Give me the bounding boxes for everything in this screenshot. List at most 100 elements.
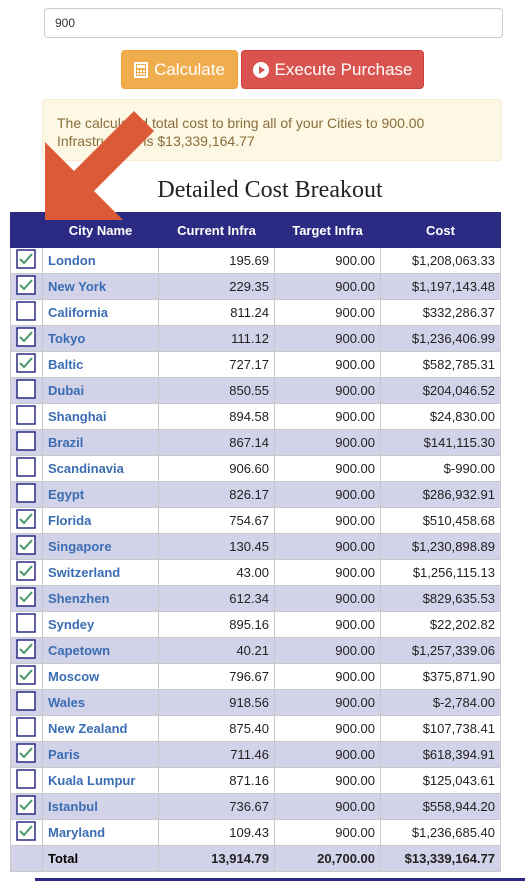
checkbox[interactable] xyxy=(16,639,36,662)
cost: $558,944.20 xyxy=(380,793,501,820)
checkbox-cell xyxy=(10,793,43,820)
checkbox-cell xyxy=(10,533,43,560)
checkbox-cell xyxy=(10,429,43,456)
empty-cell xyxy=(10,845,43,872)
city-link[interactable]: Singapore xyxy=(42,533,159,560)
infra-input[interactable]: 900 xyxy=(44,8,503,38)
checkbox-cell xyxy=(10,299,43,326)
cost: $141,115.30 xyxy=(380,429,501,456)
cost: $125,043.61 xyxy=(380,767,501,794)
table-row: Kuala Lumpur 871.16 900.00 $125,043.61 xyxy=(10,767,501,794)
target-infra: 900.00 xyxy=(274,715,381,742)
checkbox-cell xyxy=(10,819,43,846)
table-row: Shenzhen 612.34 900.00 $829,635.53 xyxy=(10,585,501,612)
current-infra: 918.56 xyxy=(158,689,275,716)
table-row: Egypt 826.17 900.00 $286,932.91 xyxy=(10,481,501,508)
table-row: Baltic 727.17 900.00 $582,785.31 xyxy=(10,351,501,378)
total-current: 13,914.79 xyxy=(158,845,275,872)
city-link[interactable]: Shenzhen xyxy=(42,585,159,612)
city-link[interactable]: Moscow xyxy=(42,663,159,690)
checkbox[interactable] xyxy=(16,769,36,792)
city-link[interactable]: Baltic xyxy=(42,351,159,378)
cost: $107,738.41 xyxy=(380,715,501,742)
target-infra: 900.00 xyxy=(274,585,381,612)
table-row: Syndey 895.16 900.00 $22,202.82 xyxy=(10,611,501,638)
city-link[interactable]: New Zealand xyxy=(42,715,159,742)
checkbox[interactable] xyxy=(16,353,36,376)
checkbox-cell xyxy=(10,273,43,300)
total-label: Total xyxy=(42,845,159,872)
checkbox[interactable] xyxy=(16,483,36,506)
current-infra: 711.46 xyxy=(158,741,275,768)
bottom-rule xyxy=(35,878,525,881)
cost-table: City Name Current Infra Target Infra Cost L… xyxy=(10,212,501,872)
target-infra: 900.00 xyxy=(274,351,381,378)
checkbox[interactable] xyxy=(16,613,36,636)
city-link[interactable]: Florida xyxy=(42,507,159,534)
checkbox[interactable] xyxy=(16,535,36,558)
city-link[interactable]: Wales xyxy=(42,689,159,716)
header-cell: Current Infra xyxy=(158,212,275,248)
current-infra: 727.17 xyxy=(158,351,275,378)
checkbox[interactable] xyxy=(16,249,36,272)
cost: $1,256,115.13 xyxy=(380,559,501,586)
city-link[interactable]: Scandinavia xyxy=(42,455,159,482)
table-row: Dubai 850.55 900.00 $204,046.52 xyxy=(10,377,501,404)
city-link[interactable]: Kuala Lumpur xyxy=(42,767,159,794)
checkbox-cell xyxy=(10,559,43,586)
table-row: Istanbul 736.67 900.00 $558,944.20 xyxy=(10,793,501,820)
cost: $1,197,143.48 xyxy=(380,273,501,300)
city-link[interactable]: Shanghai xyxy=(42,403,159,430)
purchase-button[interactable]: Execute Purchase xyxy=(241,50,424,89)
current-infra: 43.00 xyxy=(158,559,275,586)
checkbox-cell xyxy=(10,767,43,794)
city-link[interactable]: Istanbul xyxy=(42,793,159,820)
checkbox[interactable] xyxy=(16,665,36,688)
checkbox[interactable] xyxy=(16,431,36,454)
cost: $286,932.91 xyxy=(380,481,501,508)
city-link[interactable]: Brazil xyxy=(42,429,159,456)
current-infra: 826.17 xyxy=(158,481,275,508)
annotation-arrow xyxy=(45,111,154,220)
button-label: Calculate xyxy=(154,59,225,79)
checkbox[interactable] xyxy=(16,587,36,610)
checkbox-cell xyxy=(10,715,43,742)
target-infra: 900.00 xyxy=(274,377,381,404)
city-link[interactable]: Tokyo xyxy=(42,325,159,352)
target-infra: 900.00 xyxy=(274,247,381,274)
heading: Detailed Cost Breakout xyxy=(157,177,383,203)
checkbox-cell xyxy=(10,507,43,534)
checkbox[interactable] xyxy=(16,301,36,324)
city-link[interactable]: Egypt xyxy=(42,481,159,508)
checkbox[interactable] xyxy=(16,795,36,818)
checkbox[interactable] xyxy=(16,821,36,844)
target-infra: 900.00 xyxy=(274,325,381,352)
checkbox[interactable] xyxy=(16,691,36,714)
checkbox[interactable] xyxy=(16,561,36,584)
checkbox[interactable] xyxy=(16,405,36,428)
city-link[interactable]: New York xyxy=(42,273,159,300)
button-label: Execute Purchase xyxy=(274,59,413,79)
checkbox-cell xyxy=(10,689,43,716)
table-row: Shanghai 894.58 900.00 $24,830.00 xyxy=(10,403,501,430)
table-row: London 195.69 900.00 $1,208,063.33 xyxy=(10,247,501,274)
cost: $1,257,339.06 xyxy=(380,637,501,664)
current-infra: 612.34 xyxy=(158,585,275,612)
checkbox-cell xyxy=(10,611,43,638)
checkbox[interactable] xyxy=(16,327,36,350)
current-infra: 40.21 xyxy=(158,637,275,664)
header-cell xyxy=(10,212,43,248)
table-row: Brazil 867.14 900.00 $141,115.30 xyxy=(10,429,501,456)
checkbox-cell xyxy=(10,637,43,664)
calculator-icon xyxy=(134,61,149,78)
calculate-button[interactable]: Calculate xyxy=(121,50,238,89)
checkbox[interactable] xyxy=(16,275,36,298)
checkbox[interactable] xyxy=(16,717,36,740)
checkbox[interactable] xyxy=(16,509,36,532)
checkbox[interactable] xyxy=(16,379,36,402)
checkbox[interactable] xyxy=(16,457,36,480)
current-infra: 894.58 xyxy=(158,403,275,430)
checkbox[interactable] xyxy=(16,743,36,766)
table-row: Scandinavia 906.60 900.00 $-990.00 xyxy=(10,455,501,482)
target-infra: 900.00 xyxy=(274,559,381,586)
